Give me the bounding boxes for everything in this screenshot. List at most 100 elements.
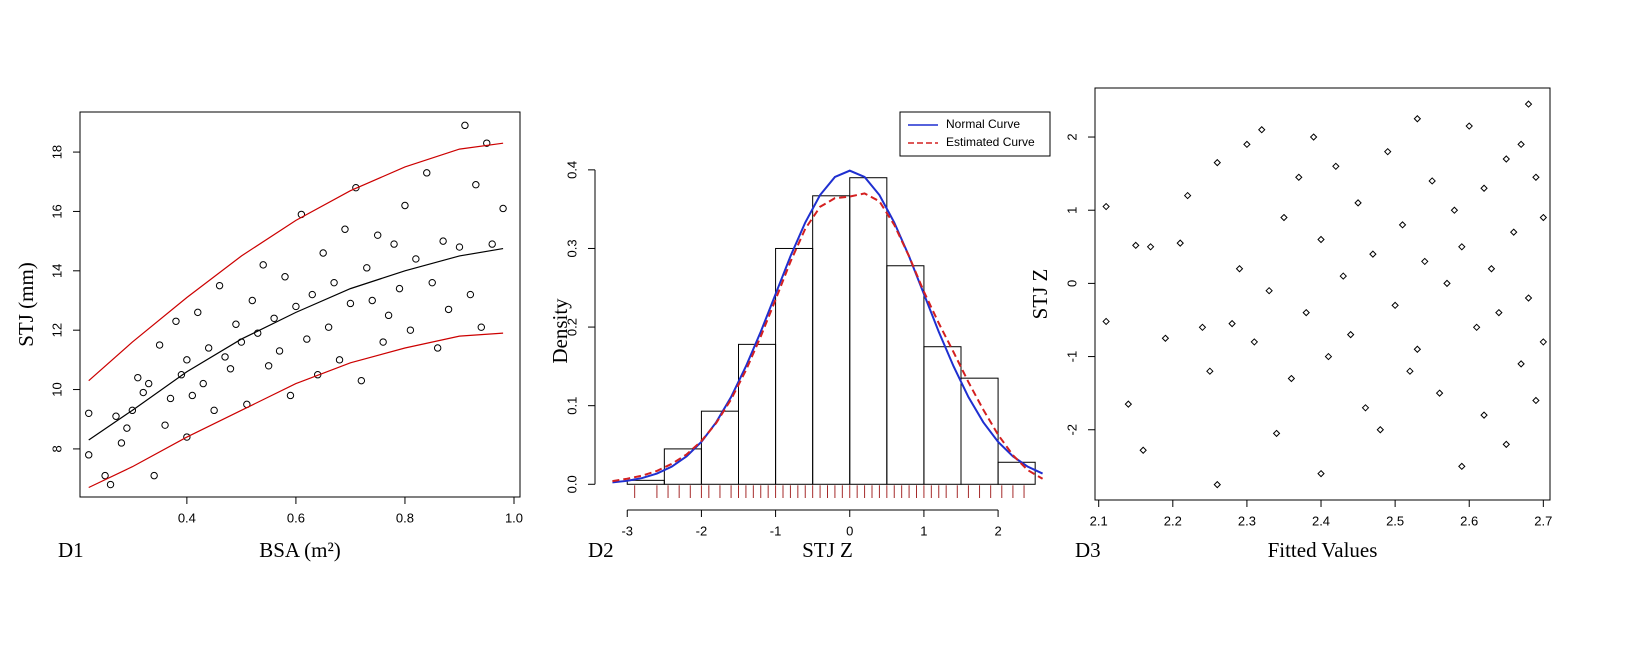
point (439, 237, 447, 245)
hist-bar (960, 377, 999, 485)
point (1213, 158, 1221, 167)
point (1406, 367, 1414, 375)
point (199, 379, 207, 388)
point (128, 406, 137, 415)
x-tick-label: 0 (846, 523, 853, 538)
point (1458, 462, 1466, 471)
point (1465, 122, 1473, 130)
fit-line (88, 142, 504, 382)
x-tick-label: 2.5 (1386, 513, 1404, 528)
x-tick-label: -2 (696, 523, 708, 538)
point (1258, 126, 1266, 134)
point (1480, 411, 1488, 419)
panel-label: D2 (588, 538, 614, 562)
x-tick-label: 2.1 (1090, 513, 1108, 528)
plot-frame (1094, 87, 1551, 501)
point (1376, 426, 1385, 434)
point (1324, 352, 1333, 361)
point (221, 353, 229, 361)
point (1317, 469, 1325, 478)
point (406, 326, 415, 334)
y-tick-label: 18 (49, 145, 64, 159)
point (1146, 243, 1155, 251)
y-axis-label: STJ Z (1028, 269, 1052, 320)
point (1509, 228, 1518, 236)
point (1443, 279, 1451, 288)
point (1287, 374, 1296, 383)
point (1132, 241, 1140, 250)
panel-label: D3 (1075, 538, 1101, 562)
point (134, 373, 142, 382)
point (363, 264, 371, 272)
point (455, 243, 464, 251)
y-tick-label: 8 (49, 445, 64, 452)
point (106, 480, 115, 489)
point (1198, 323, 1207, 332)
x-axis-label: STJ Z (802, 538, 853, 562)
point (1539, 338, 1548, 346)
x-tick-label: 1 (920, 523, 927, 538)
point (466, 290, 475, 299)
point (177, 371, 186, 379)
x-tick-label: -3 (621, 523, 633, 538)
y-axis-label: STJ (mm) (14, 262, 38, 347)
point (1161, 334, 1170, 342)
density-curve (612, 169, 1044, 484)
point (172, 317, 180, 325)
point (1450, 206, 1459, 214)
point (303, 335, 311, 343)
point (1124, 400, 1133, 408)
point (1502, 155, 1510, 163)
point (1206, 367, 1214, 375)
point (319, 249, 327, 257)
point (1213, 480, 1221, 489)
point (85, 409, 93, 417)
point (183, 433, 191, 441)
point (1102, 317, 1110, 326)
point (488, 240, 496, 248)
point (433, 344, 442, 352)
y-tick-label: 16 (49, 204, 64, 218)
y-tick-label: 10 (49, 382, 64, 396)
hist-bar (626, 479, 665, 485)
point (215, 281, 224, 290)
hist-bar (923, 346, 962, 485)
hist-bar (812, 195, 851, 485)
point (1295, 173, 1303, 181)
y-tick-label: 0.2 (564, 318, 579, 336)
point (1532, 173, 1540, 181)
point (123, 424, 131, 432)
point (368, 296, 376, 305)
legend-label: Normal Curve (946, 117, 1020, 131)
point (1517, 360, 1525, 368)
point (155, 341, 164, 349)
point (324, 323, 333, 331)
x-tick-label: 0.6 (287, 510, 305, 525)
x-tick-label: 0.8 (396, 510, 414, 525)
hist-bar (997, 461, 1036, 485)
point (1517, 140, 1525, 149)
point (379, 338, 387, 346)
x-tick-label: 2.7 (1534, 513, 1552, 528)
point (286, 391, 295, 400)
point (1280, 213, 1288, 222)
y-tick-label: 12 (49, 323, 64, 337)
point (117, 439, 126, 447)
point (1272, 429, 1281, 438)
point (1302, 308, 1310, 317)
point (1391, 301, 1399, 310)
hist-bar (738, 343, 777, 485)
point (85, 451, 93, 459)
fit-line (88, 332, 504, 489)
point (1139, 446, 1147, 454)
point (1102, 202, 1110, 211)
density-curve (612, 192, 1044, 483)
point (210, 406, 218, 415)
fit-line (88, 247, 504, 441)
hist-bar (849, 177, 888, 485)
y-tick-label: 0 (1064, 280, 1079, 287)
x-axis-label: BSA (m²) (259, 538, 341, 562)
x-tick-label: 2 (994, 523, 1001, 538)
x-tick-label: -1 (770, 523, 782, 538)
point (401, 201, 409, 210)
